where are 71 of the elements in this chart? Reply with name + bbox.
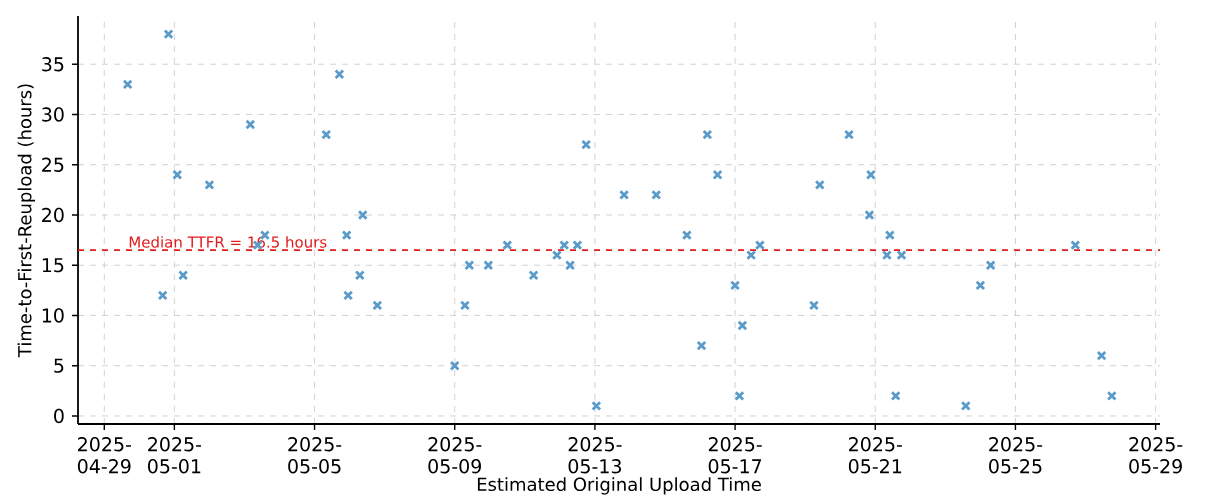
y-axis-title: Time-to-First-Reupload (hours)	[17, 84, 36, 358]
point	[172, 169, 183, 180]
point	[341, 230, 352, 241]
x-tick-label: 2025- 05-29	[1129, 437, 1183, 474]
point	[1070, 240, 1081, 251]
point	[814, 179, 825, 190]
x-axis-title: Estimated Original Upload Time	[477, 477, 761, 495]
point	[581, 139, 592, 150]
point	[734, 390, 745, 401]
point	[843, 129, 855, 140]
point	[702, 129, 713, 140]
y-tick-label: 0	[54, 408, 64, 424]
point	[754, 240, 765, 251]
point	[459, 300, 471, 311]
x-tick-label: 2025- 05-09	[428, 437, 482, 474]
point	[730, 280, 741, 291]
point	[960, 400, 971, 411]
point	[985, 260, 996, 271]
point	[178, 270, 189, 281]
point	[502, 240, 513, 251]
point	[334, 69, 345, 80]
point	[354, 270, 365, 281]
point	[372, 300, 383, 311]
point	[696, 340, 707, 351]
point	[1106, 390, 1117, 401]
point	[572, 240, 583, 251]
point	[975, 280, 986, 291]
y-tick-label: 30	[42, 107, 64, 122]
point	[681, 230, 692, 241]
y-tick-label: 35	[42, 57, 64, 72]
x-tick-label: 2025- 05-21	[848, 437, 902, 474]
point	[651, 189, 662, 200]
point	[808, 300, 820, 311]
x-tick-label: 2025- 04-29	[77, 437, 131, 474]
point	[619, 189, 630, 200]
point	[528, 270, 539, 281]
y-tick-label: 5	[54, 358, 64, 373]
y-tick-label: 25	[42, 157, 64, 172]
x-tick-label: 2025- 05-25	[989, 437, 1043, 474]
point	[881, 250, 893, 261]
point	[551, 250, 563, 261]
point	[559, 240, 570, 251]
point	[157, 290, 168, 301]
y-tick-label: 15	[42, 258, 64, 273]
x-tick-label: 2025- 05-05	[288, 437, 342, 474]
y-tick-label: 20	[42, 207, 64, 223]
point	[449, 360, 460, 371]
point	[565, 260, 576, 271]
x-tick-label: 2025- 05-13	[568, 437, 622, 474]
y-tick-label: 10	[42, 308, 64, 323]
point	[591, 400, 602, 411]
point	[464, 260, 475, 271]
point	[864, 209, 875, 221]
point	[896, 250, 907, 261]
point	[357, 209, 368, 221]
point	[746, 250, 757, 261]
point	[245, 119, 256, 130]
point	[884, 230, 895, 241]
point	[321, 129, 332, 140]
point	[1096, 350, 1107, 361]
point	[890, 390, 901, 401]
point	[737, 320, 748, 331]
point	[483, 260, 494, 271]
point	[122, 79, 133, 90]
point	[204, 179, 215, 190]
x-tick-label: 2025- 05-01	[148, 437, 202, 474]
point	[343, 290, 354, 301]
point	[865, 169, 876, 180]
x-tick-label: 2025- 05-17	[708, 437, 762, 474]
point	[163, 29, 174, 40]
point	[712, 169, 723, 180]
